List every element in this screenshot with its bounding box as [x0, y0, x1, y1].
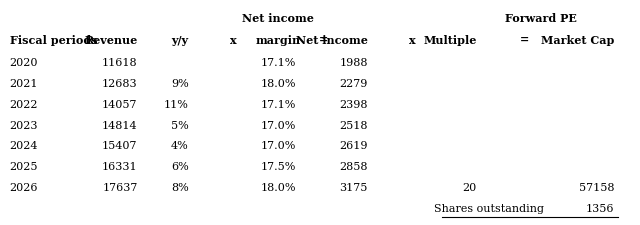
Text: margin: margin [256, 35, 301, 46]
Text: 2279: 2279 [340, 79, 368, 89]
Text: 18.0%: 18.0% [260, 79, 296, 89]
Text: 11%: 11% [164, 99, 189, 109]
Text: Tgt price: Tgt price [493, 224, 544, 225]
Text: 2398: 2398 [339, 99, 368, 109]
Text: Net income: Net income [243, 13, 314, 23]
Text: Fiscal periods: Fiscal periods [10, 35, 97, 46]
Text: 17.1%: 17.1% [260, 99, 296, 109]
Text: 9%: 9% [171, 79, 189, 89]
Text: 14814: 14814 [102, 120, 138, 130]
Text: y/y: y/y [172, 35, 189, 46]
Text: 17.1%: 17.1% [260, 58, 296, 68]
Text: 15407: 15407 [102, 141, 138, 151]
Text: 2023: 2023 [10, 120, 38, 130]
Text: 2020: 2020 [10, 58, 38, 68]
Text: Shares outstanding: Shares outstanding [434, 203, 544, 213]
Text: Revenue: Revenue [84, 35, 138, 46]
Text: 16331: 16331 [102, 162, 138, 171]
Text: 2025: 2025 [10, 162, 38, 171]
Text: 57158: 57158 [579, 182, 614, 192]
Text: 12683: 12683 [102, 79, 138, 89]
Text: =: = [319, 35, 328, 46]
Text: 2026: 2026 [10, 182, 38, 192]
Text: Net income: Net income [296, 35, 368, 46]
Text: 17.5%: 17.5% [260, 162, 296, 171]
Text: 2021: 2021 [10, 79, 38, 89]
Text: 1988: 1988 [339, 58, 368, 68]
Text: 2518: 2518 [339, 120, 368, 130]
Text: x: x [230, 35, 237, 46]
Text: Market Cap: Market Cap [541, 35, 614, 46]
Text: 5%: 5% [171, 120, 189, 130]
Text: 3175: 3175 [340, 182, 368, 192]
Text: 8%: 8% [171, 182, 189, 192]
Text: 2858: 2858 [339, 162, 368, 171]
Text: Forward PE: Forward PE [505, 13, 577, 23]
Text: 17637: 17637 [102, 182, 138, 192]
Text: 4%: 4% [171, 141, 189, 151]
Text: =: = [520, 35, 529, 46]
Text: 17.0%: 17.0% [260, 141, 296, 151]
Text: 18.0%: 18.0% [260, 182, 296, 192]
Text: 42.15: 42.15 [582, 224, 614, 225]
Text: 1356: 1356 [586, 203, 614, 213]
Text: 14057: 14057 [102, 99, 138, 109]
Text: 11618: 11618 [102, 58, 138, 68]
Text: 2022: 2022 [10, 99, 38, 109]
Text: 17.0%: 17.0% [260, 120, 296, 130]
Text: 2024: 2024 [10, 141, 38, 151]
Text: 2619: 2619 [339, 141, 368, 151]
Text: x: x [410, 35, 416, 46]
Text: Multiple: Multiple [424, 35, 477, 46]
Text: 6%: 6% [171, 162, 189, 171]
Text: 20: 20 [463, 182, 477, 192]
